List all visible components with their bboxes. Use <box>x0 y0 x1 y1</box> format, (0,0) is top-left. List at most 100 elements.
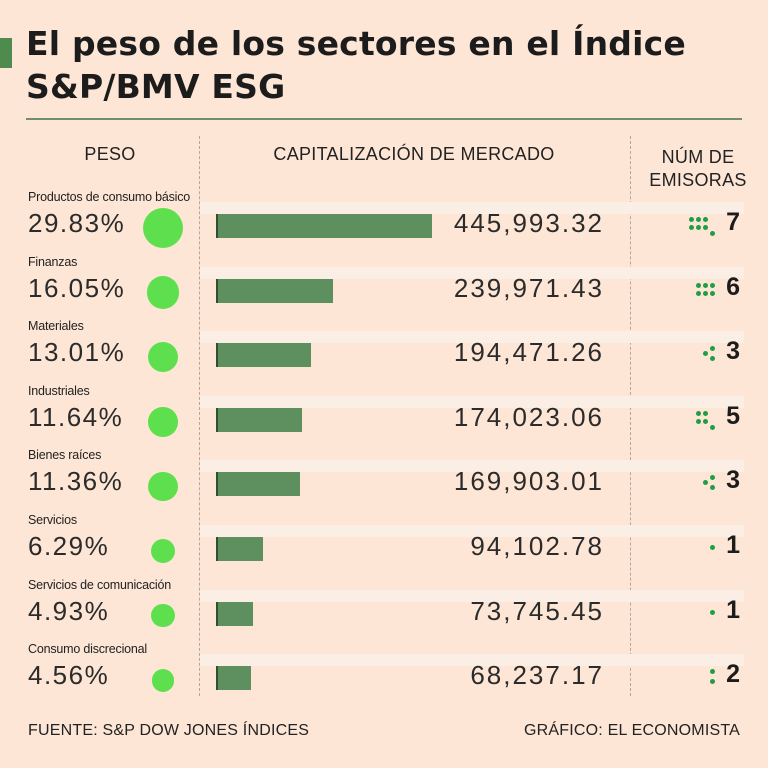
issuers-header-line2: EMISORAS <box>649 170 747 190</box>
weight-value: 16.05% <box>28 272 126 303</box>
row-stripe <box>200 331 744 344</box>
weight-dot <box>148 471 178 502</box>
weight-dot <box>148 407 178 437</box>
weight-value: 13.01% <box>28 337 126 368</box>
row-stripe <box>200 395 744 408</box>
market-cap-bar <box>216 214 432 238</box>
issuer-dot <box>703 217 708 222</box>
issuer-dot <box>696 410 701 416</box>
category-label: Finanzas <box>28 254 78 269</box>
issuer-dots <box>684 213 718 239</box>
weight-dot <box>150 538 176 564</box>
issuer-dot <box>710 282 715 288</box>
category-label: Consumo discrecional <box>28 642 147 657</box>
issuer-count: 3 <box>726 466 740 495</box>
issuer-dot <box>689 225 694 230</box>
weight-value: 29.83% <box>28 208 126 238</box>
weight-dot <box>143 208 183 248</box>
market-cap-value: 94,102.78 <box>470 531 604 561</box>
row-stripe <box>200 202 744 214</box>
category-label: Servicios <box>28 513 77 527</box>
column-divider-right <box>630 136 631 696</box>
market-cap-bar <box>216 601 254 626</box>
issuer-dot <box>710 290 715 296</box>
issuers-header: NÚM DE EMISORAS <box>632 146 764 192</box>
issuer-dot <box>710 609 715 615</box>
issuer-dot <box>710 346 715 352</box>
market-cap-value: 445,993.32 <box>453 208 604 238</box>
issuer-dot <box>696 290 701 296</box>
market-cap-value: 194,471.26 <box>453 337 604 368</box>
chart-credit: GRÁFICO: EL ECONOMISTA <box>524 722 740 739</box>
category-label: Materiales <box>28 319 84 334</box>
issuer-count: 5 <box>726 401 740 430</box>
weight-dot <box>151 603 175 628</box>
issuer-dots <box>684 665 718 691</box>
row-stripe <box>200 460 744 473</box>
issuer-dot <box>710 231 715 236</box>
chart-title: El peso de los sectores en el Índice S&P… <box>26 24 686 106</box>
weight-dot <box>146 276 180 309</box>
weight-dot <box>151 668 175 692</box>
issuer-dot <box>696 282 701 288</box>
issuer-dot <box>689 217 694 222</box>
row-stripe <box>200 266 744 279</box>
title-rule <box>26 118 742 120</box>
weight-dot <box>147 341 179 373</box>
weight-value: 11.36% <box>28 466 124 497</box>
issuer-dots <box>684 601 718 627</box>
issuer-dots <box>684 407 718 433</box>
market-cap-value: 174,023.06 <box>453 401 604 432</box>
issuer-dot <box>710 485 715 491</box>
issuer-dot <box>703 410 708 416</box>
issuer-dot <box>696 418 701 424</box>
issuer-count: 6 <box>726 272 740 301</box>
market-cap-bar <box>216 407 302 432</box>
issuer-count: 7 <box>726 208 740 236</box>
issuer-dot <box>696 217 701 222</box>
column-divider-left <box>199 136 200 696</box>
market-cap-value: 169,903.01 <box>453 466 604 497</box>
issuer-count: 2 <box>726 660 740 689</box>
market-cap-bar <box>216 537 264 561</box>
issuer-dots <box>684 278 718 304</box>
weight-value: 4.56% <box>28 660 110 691</box>
market-cap-bar <box>216 278 334 303</box>
source-note: FUENTE: S&P DOW JONES ÍNDICES <box>28 722 310 739</box>
weight-value: 11.64% <box>28 401 124 432</box>
issuer-dot <box>710 669 715 675</box>
weight-header: PESO <box>84 144 136 164</box>
market-cap-bar <box>216 666 251 691</box>
issuer-dots <box>684 536 718 562</box>
issuer-count: 3 <box>726 337 740 366</box>
issuer-dots <box>684 342 718 368</box>
row-stripe <box>200 654 744 667</box>
issuer-dot <box>703 290 708 296</box>
issuer-count: 1 <box>726 531 740 559</box>
market-cap-value: 239,971.43 <box>453 272 604 303</box>
market-cap-value: 68,237.17 <box>470 660 604 691</box>
issuer-dot <box>703 418 708 424</box>
row-stripe <box>200 525 744 537</box>
issuer-dots <box>684 471 718 497</box>
weight-value: 6.29% <box>28 531 110 561</box>
issuer-dot <box>703 282 708 288</box>
category-label: Industriales <box>28 383 90 398</box>
issuer-dot <box>703 351 708 357</box>
issuer-count: 1 <box>726 595 740 624</box>
title-marker <box>0 38 12 68</box>
issuer-dot <box>703 480 708 486</box>
market-cap-bar <box>216 343 312 368</box>
category-label: Servicios de comunicación <box>28 577 171 592</box>
issuer-dot <box>696 225 701 230</box>
issuer-dot <box>710 424 715 430</box>
market-cap-header: CAPITALIZACIÓN DE MERCADO <box>273 144 555 164</box>
row-stripe <box>200 589 744 602</box>
issuer-dot <box>703 225 708 230</box>
market-cap-value: 73,745.45 <box>470 595 604 626</box>
issuer-dot <box>710 356 715 362</box>
issuers-header-line1: NÚM DE <box>661 147 735 167</box>
weight-value: 4.93% <box>28 595 110 626</box>
category-label: Bienes raíces <box>28 448 102 463</box>
issuer-dot <box>710 679 715 685</box>
